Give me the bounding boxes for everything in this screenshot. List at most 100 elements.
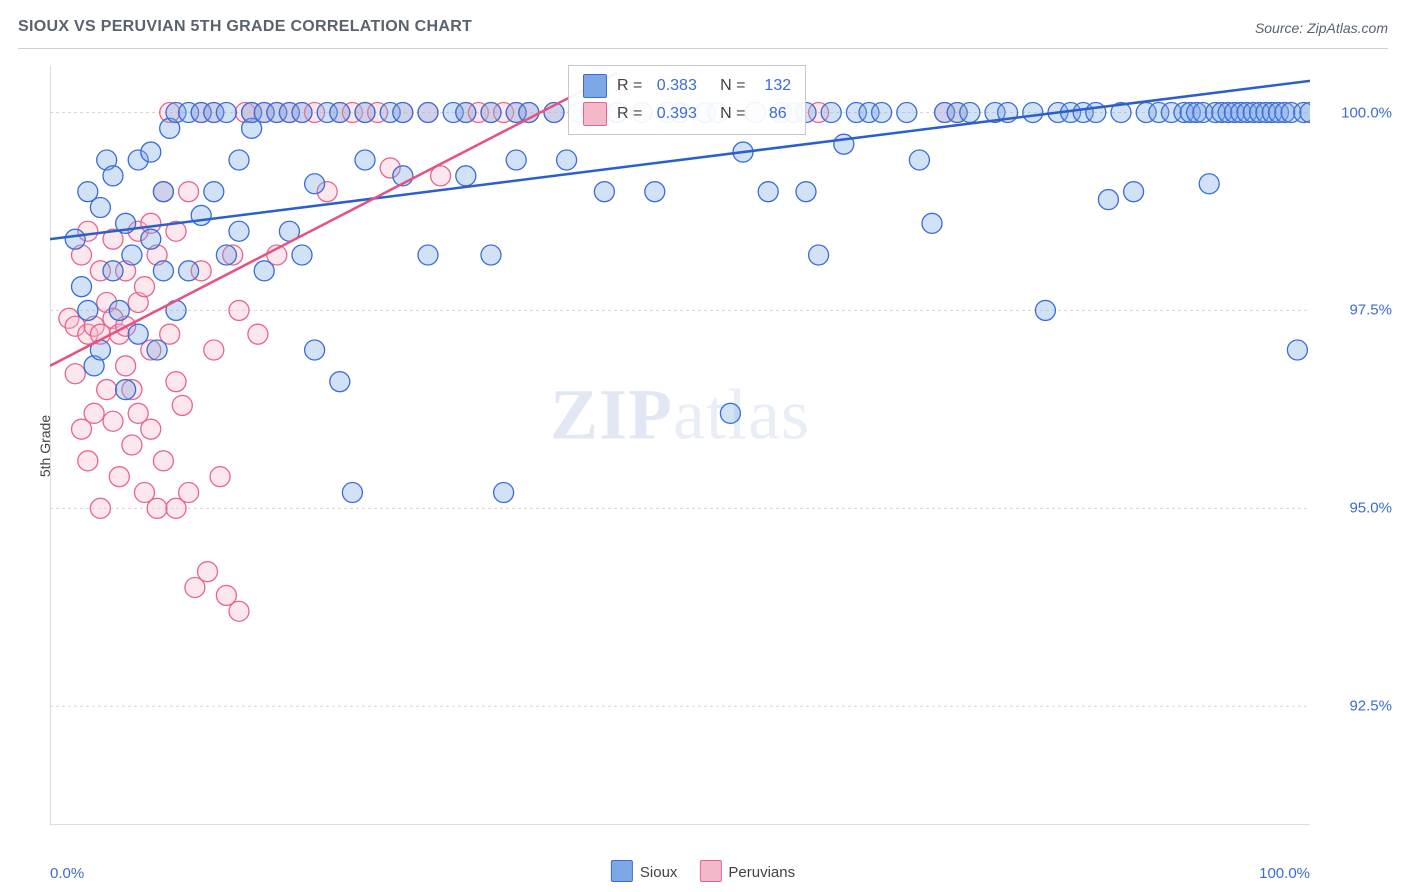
legend-row-sioux: R = 0.383 N = 132 bbox=[583, 72, 791, 100]
series-legend: Sioux Peruvians bbox=[611, 860, 795, 882]
data-point bbox=[229, 300, 249, 320]
data-point bbox=[65, 364, 85, 384]
data-point bbox=[78, 300, 98, 320]
data-point bbox=[834, 134, 854, 154]
data-point bbox=[292, 245, 312, 265]
data-point bbox=[872, 103, 892, 123]
sioux-swatch-icon bbox=[583, 74, 607, 98]
x-tick-label: 0.0% bbox=[50, 865, 84, 882]
chart-header: SIOUX VS PERUVIAN 5TH GRADE CORRELATION … bbox=[18, 18, 1388, 49]
data-point bbox=[122, 245, 142, 265]
data-point bbox=[720, 403, 740, 423]
data-point bbox=[229, 150, 249, 170]
data-point bbox=[1098, 190, 1118, 210]
data-point bbox=[204, 340, 224, 360]
legend-row-peruvians: R = 0.393 N = 86 bbox=[583, 100, 791, 128]
data-point bbox=[116, 356, 136, 376]
data-point bbox=[418, 103, 438, 123]
data-point bbox=[84, 403, 104, 423]
data-point bbox=[135, 277, 155, 297]
data-point bbox=[147, 498, 167, 518]
data-point bbox=[758, 182, 778, 202]
data-point bbox=[456, 166, 476, 186]
data-point bbox=[809, 245, 829, 265]
data-point bbox=[141, 229, 161, 249]
data-point bbox=[456, 103, 476, 123]
source-name: ZipAtlas.com bbox=[1307, 20, 1388, 36]
data-point bbox=[179, 182, 199, 202]
data-point bbox=[355, 150, 375, 170]
data-point bbox=[481, 245, 501, 265]
data-point bbox=[65, 229, 85, 249]
data-point bbox=[355, 103, 375, 123]
data-point bbox=[90, 498, 110, 518]
sioux-swatch-icon bbox=[611, 860, 633, 882]
data-point bbox=[1086, 103, 1106, 123]
data-point bbox=[78, 451, 98, 471]
data-point bbox=[922, 213, 942, 233]
data-point bbox=[90, 198, 110, 218]
legend-item-sioux: Sioux bbox=[611, 860, 678, 882]
data-point bbox=[506, 150, 526, 170]
data-point bbox=[179, 483, 199, 503]
y-tick-label: 100.0% bbox=[1341, 104, 1392, 121]
data-point bbox=[97, 380, 117, 400]
data-point bbox=[909, 150, 929, 170]
data-point bbox=[109, 467, 129, 487]
y-tick-label: 92.5% bbox=[1349, 698, 1392, 715]
data-point bbox=[1023, 103, 1043, 123]
data-point bbox=[897, 103, 917, 123]
scatter-plot: ZIPatlas bbox=[50, 65, 1310, 825]
data-point bbox=[103, 411, 123, 431]
data-point bbox=[109, 300, 129, 320]
y-tick-label: 95.0% bbox=[1349, 500, 1392, 517]
data-point bbox=[1035, 300, 1055, 320]
data-point bbox=[645, 182, 665, 202]
plot-svg bbox=[50, 65, 1310, 825]
data-point bbox=[103, 261, 123, 281]
y-tick-label: 97.5% bbox=[1349, 302, 1392, 319]
data-point bbox=[1124, 182, 1144, 202]
data-point bbox=[960, 103, 980, 123]
source-attribution: Source: ZipAtlas.com bbox=[1255, 20, 1388, 36]
data-point bbox=[128, 324, 148, 344]
data-point bbox=[191, 205, 211, 225]
data-point bbox=[305, 340, 325, 360]
data-point bbox=[229, 601, 249, 621]
data-point bbox=[330, 103, 350, 123]
chart-title: SIOUX VS PERUVIAN 5TH GRADE CORRELATION … bbox=[18, 18, 472, 35]
data-point bbox=[179, 261, 199, 281]
data-point bbox=[210, 467, 230, 487]
data-point bbox=[103, 166, 123, 186]
x-tick-label: 100.0% bbox=[1259, 865, 1310, 882]
data-point bbox=[330, 372, 350, 392]
data-point bbox=[292, 103, 312, 123]
data-point bbox=[481, 103, 501, 123]
data-point bbox=[141, 419, 161, 439]
legend-item-peruvians: Peruvians bbox=[699, 860, 795, 882]
data-point bbox=[418, 245, 438, 265]
data-point bbox=[153, 451, 173, 471]
data-point bbox=[393, 103, 413, 123]
data-point bbox=[141, 142, 161, 162]
data-point bbox=[1199, 174, 1219, 194]
data-point bbox=[204, 182, 224, 202]
data-point bbox=[1287, 340, 1307, 360]
data-point bbox=[72, 277, 92, 297]
data-point bbox=[153, 261, 173, 281]
data-point bbox=[147, 340, 167, 360]
peruvians-swatch-icon bbox=[583, 102, 607, 126]
data-point bbox=[216, 103, 236, 123]
correlation-legend-box: R = 0.383 N = 132R = 0.393 N = 86 bbox=[568, 65, 806, 135]
data-point bbox=[116, 380, 136, 400]
peruvians-swatch-icon bbox=[699, 860, 721, 882]
data-point bbox=[248, 324, 268, 344]
data-point bbox=[198, 562, 218, 582]
data-point bbox=[229, 221, 249, 241]
data-point bbox=[557, 150, 577, 170]
data-point bbox=[305, 174, 325, 194]
data-point bbox=[172, 395, 192, 415]
data-point bbox=[254, 261, 274, 281]
data-point bbox=[216, 245, 236, 265]
data-point bbox=[342, 483, 362, 503]
